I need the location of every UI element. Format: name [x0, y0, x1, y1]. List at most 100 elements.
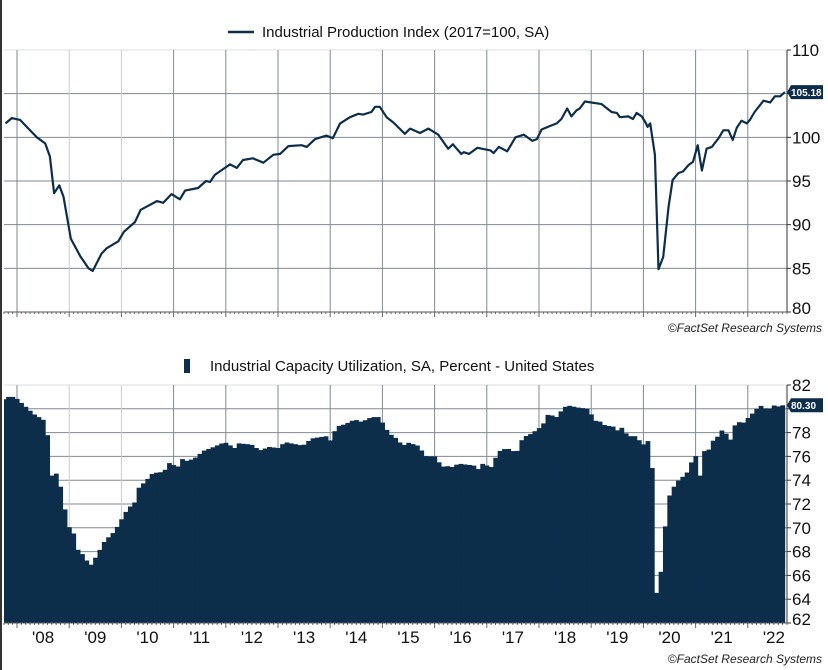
cu-last-value: 80.30: [791, 401, 816, 412]
copyright-top: ©FactSet Research Systems: [668, 321, 822, 335]
copyright-bottom: ©FactSet Research Systems: [668, 652, 822, 666]
bar: [558, 411, 564, 623]
bar: [780, 405, 786, 623]
y-tick-label: 100: [792, 128, 820, 147]
bar: [541, 423, 546, 623]
bar: [275, 448, 281, 623]
ip-last-value-tag: 105.18: [787, 85, 823, 100]
ip-last-value: 105.18: [791, 88, 822, 99]
bar: [227, 445, 233, 623]
bar: [523, 436, 529, 623]
bar: [106, 537, 111, 623]
x-tick-label: '18: [554, 628, 576, 647]
bar: [493, 457, 499, 623]
bar: [71, 533, 77, 623]
bar: [388, 434, 394, 623]
bar: [328, 440, 333, 623]
bar: [175, 466, 181, 623]
bar: [171, 465, 177, 623]
bar: [462, 464, 468, 623]
x-tick-label: '19: [606, 628, 628, 647]
bar: [632, 436, 638, 623]
bar: [36, 417, 42, 623]
bar: [197, 453, 203, 623]
bar: [767, 408, 773, 623]
bar: [649, 468, 655, 623]
bar: [610, 426, 616, 623]
bar: [367, 418, 372, 623]
bar: [480, 463, 486, 623]
bar: [723, 433, 729, 623]
bar: [245, 444, 251, 623]
bar: [354, 420, 359, 623]
bar: [136, 487, 142, 623]
bar: [280, 444, 285, 623]
bar: [593, 420, 599, 623]
bar: [262, 448, 268, 623]
bar: [84, 560, 90, 623]
y-tick-label: 72: [792, 495, 811, 514]
bar: [323, 436, 329, 623]
bar: [428, 456, 433, 623]
legend-ip-title: Industrial Production Index (2017=100, S…: [262, 24, 549, 41]
x-tick-label: '21: [711, 628, 733, 647]
bar: [80, 554, 85, 623]
bar: [336, 425, 342, 623]
legend-bar-icon: [184, 359, 190, 373]
bar: [49, 475, 55, 623]
y-tick-label: 80: [792, 299, 811, 318]
y-tick-label: 78: [792, 424, 811, 443]
bar: [436, 462, 442, 623]
x-tick-label: '22: [763, 628, 785, 647]
bar: [145, 478, 151, 623]
bar: [219, 443, 225, 623]
y-tick-label: 110: [792, 41, 819, 60]
bar: [167, 463, 172, 623]
bar: [393, 437, 399, 623]
top-gridlines: [4, 49, 787, 312]
bar: [528, 434, 533, 623]
bar: [710, 440, 716, 623]
bar: [223, 442, 229, 623]
bar: [406, 442, 412, 623]
bar: [371, 417, 377, 623]
bar: [32, 414, 37, 623]
bar: [567, 405, 573, 623]
bar: [293, 444, 298, 623]
bar: [358, 421, 364, 623]
bar: [140, 483, 146, 623]
bar: [6, 396, 11, 623]
legend-cu-title: Industrial Capacity Utilization, SA, Per…: [210, 358, 594, 375]
y-tick-label: 62: [792, 610, 811, 629]
bar: [97, 549, 103, 623]
bar: [488, 467, 494, 623]
bar: [232, 448, 238, 623]
x-tick-label: '08: [32, 628, 54, 647]
bar: [184, 460, 190, 623]
bar: [149, 474, 155, 623]
bar: [432, 456, 438, 623]
bar: [271, 447, 277, 623]
bar: [584, 408, 590, 623]
y-tick-label: 66: [792, 566, 811, 585]
bar: [319, 436, 325, 623]
bar: [545, 414, 551, 623]
bar: [575, 407, 581, 623]
bar: [114, 526, 120, 623]
bar: [188, 459, 194, 623]
y-tick-label: 85: [792, 259, 811, 278]
y-tick-label: 70: [792, 519, 811, 538]
bar: [236, 443, 242, 623]
bar: [288, 443, 294, 623]
bar: [180, 459, 185, 623]
bar: [14, 398, 20, 623]
bar: [536, 428, 542, 623]
bar: [132, 502, 138, 623]
bar: [549, 415, 555, 623]
bar: [341, 424, 346, 623]
bar: [93, 557, 98, 623]
bar: [771, 405, 777, 623]
bar: [380, 422, 385, 623]
bar: [615, 430, 620, 623]
bar: [515, 450, 520, 623]
